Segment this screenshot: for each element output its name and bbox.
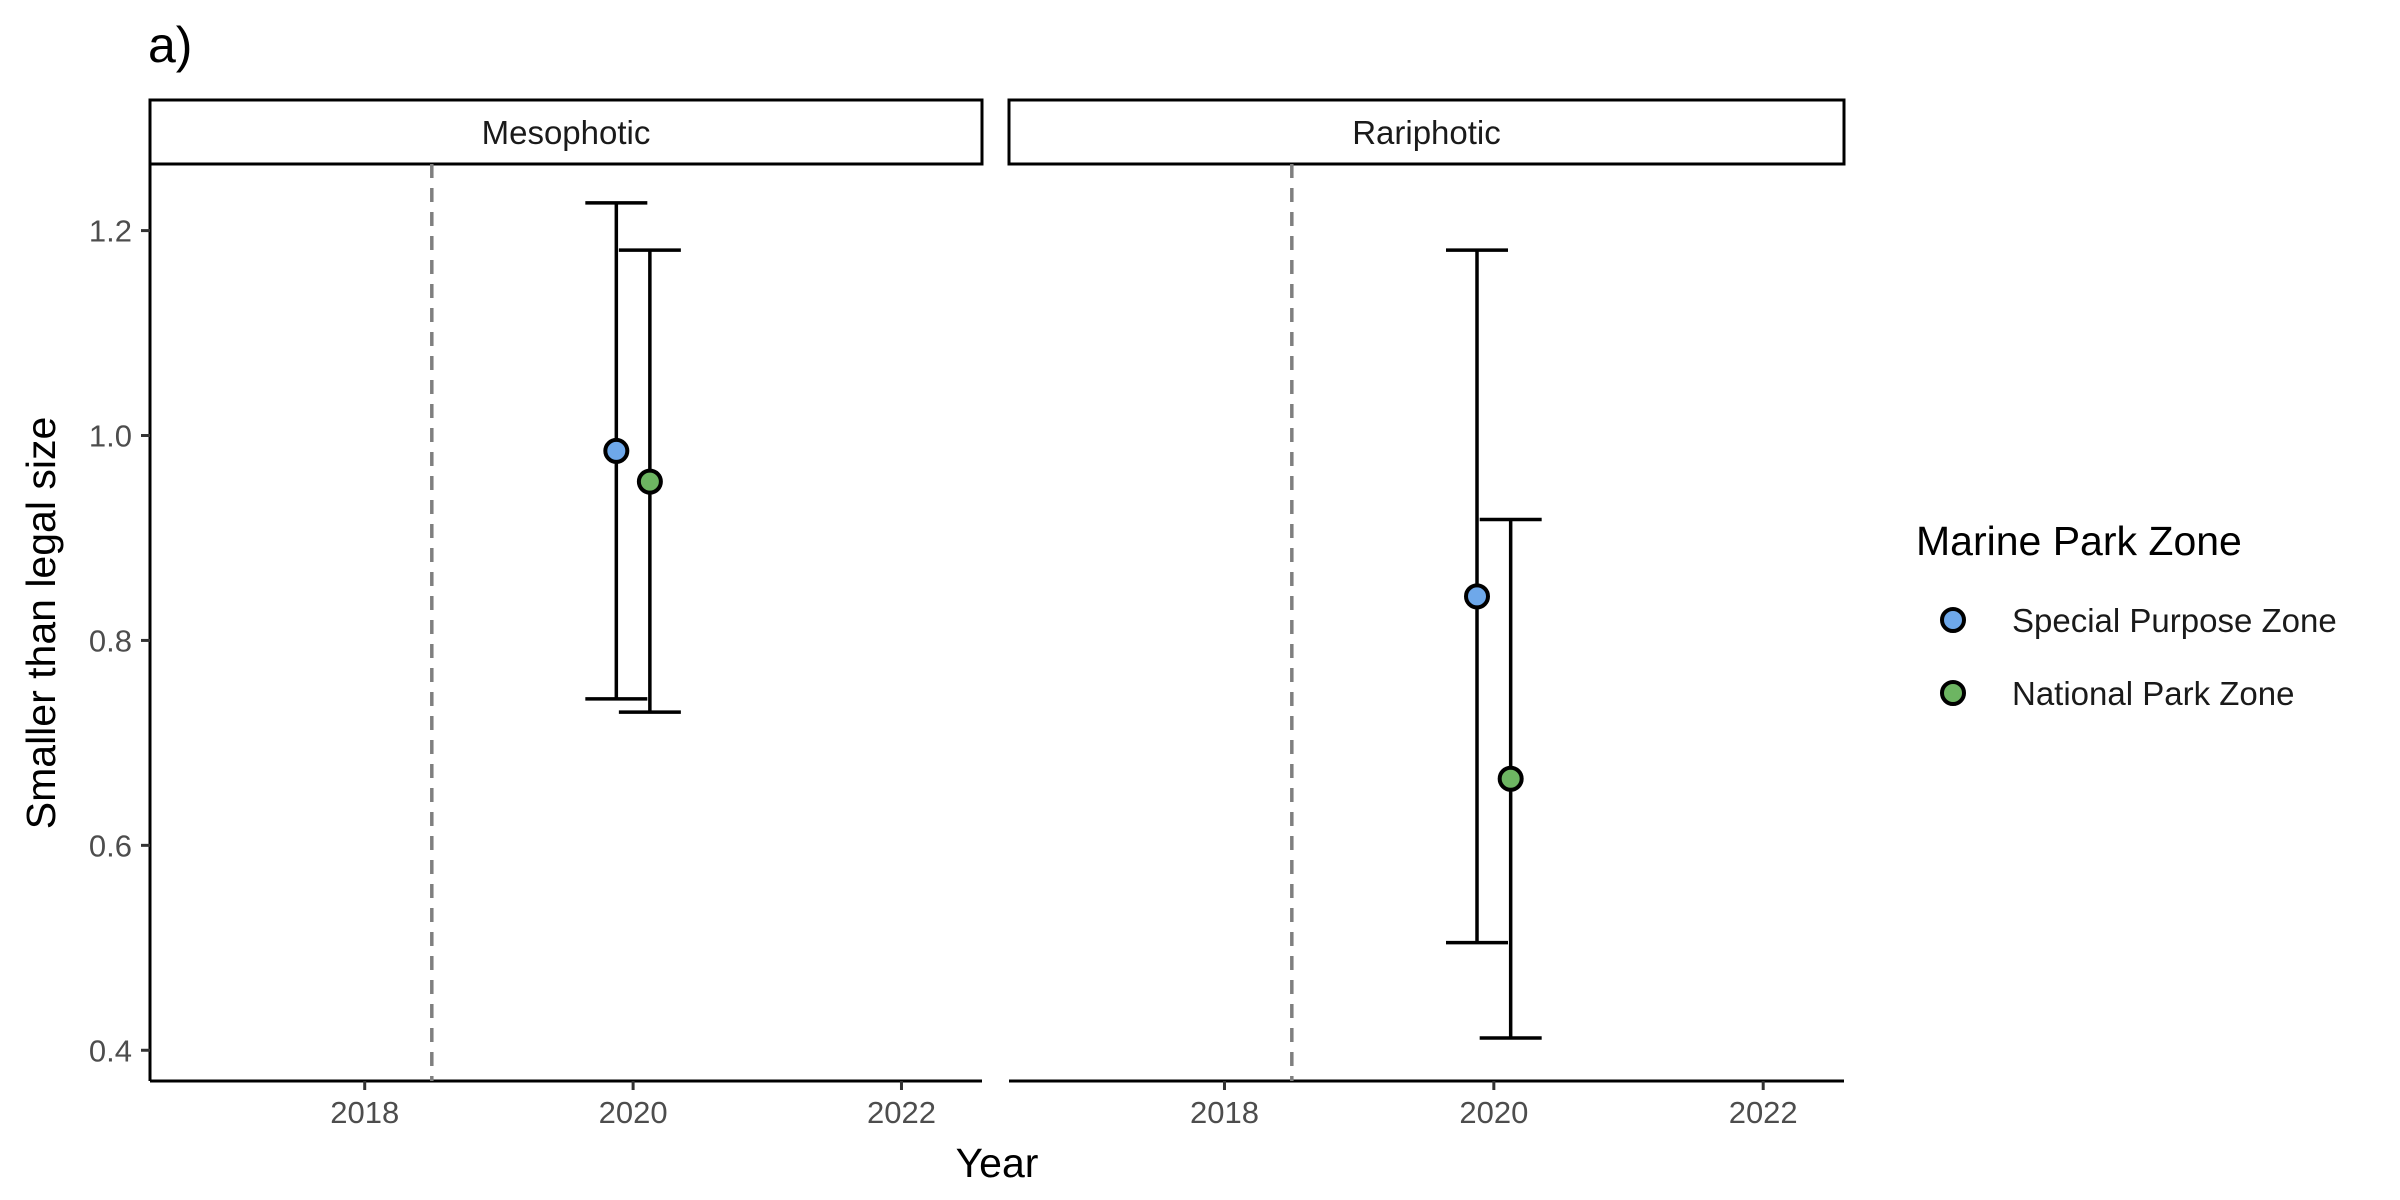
legend-item-special-purpose-zone: Special Purpose Zone (1940, 602, 2337, 639)
legend-label-national-park-zone: National Park Zone (2012, 675, 2294, 712)
figure-tag: a) (148, 17, 192, 73)
legend-title: Marine Park Zone (1916, 518, 2242, 564)
panel-title-rariphotic: Rariphotic (1352, 114, 1501, 151)
panel-strip-mesophotic: Mesophotic (148, 98, 984, 166)
legend-item-national-park-zone: National Park Zone (1940, 675, 2294, 712)
y-tick-label: 1.0 (89, 419, 132, 454)
legend-label-special-purpose-zone: Special Purpose Zone (2012, 602, 2337, 639)
y-tick-label: 0.6 (89, 828, 132, 863)
x-tick-label: 2020 (1459, 1095, 1528, 1130)
point-special-purpose-zone (1464, 583, 1491, 610)
y-axis-title: Smaller than legal size (18, 417, 64, 829)
x-tick-label: 2020 (599, 1095, 668, 1130)
x-tick-label: 2018 (330, 1095, 399, 1130)
y-tick-label: 1.2 (89, 214, 132, 249)
x-tick-label: 2018 (1190, 1095, 1259, 1130)
point-national-park-zone (1497, 765, 1524, 792)
y-tick-label: 0.4 (89, 1033, 132, 1068)
x-tick-label: 2022 (867, 1095, 936, 1130)
reference-lines (430, 164, 1294, 1081)
panel-strip-rariphotic: Rariphotic (1007, 98, 1846, 166)
point-national-park-zone (636, 468, 663, 495)
legend-swatch-national-park-zone (1940, 680, 1966, 706)
legend-swatch-special-purpose-zone (1940, 607, 1966, 633)
data-marks (585, 201, 1542, 1040)
x-axis-title: Year (956, 1140, 1039, 1186)
panel-title-mesophotic: Mesophotic (482, 114, 651, 151)
y-axis-ticks: 0.4 0.6 0.8 1.0 1.2 (89, 214, 150, 1068)
legend: Marine Park Zone Special Purpose Zone Na… (1916, 518, 2337, 712)
point-special-purpose-zone (603, 437, 630, 464)
x-tick-label: 2022 (1729, 1095, 1798, 1130)
y-tick-label: 0.8 (89, 623, 132, 658)
x-axis-ticks: 2018 2020 2022 2018 2020 2022 (330, 1081, 1798, 1130)
